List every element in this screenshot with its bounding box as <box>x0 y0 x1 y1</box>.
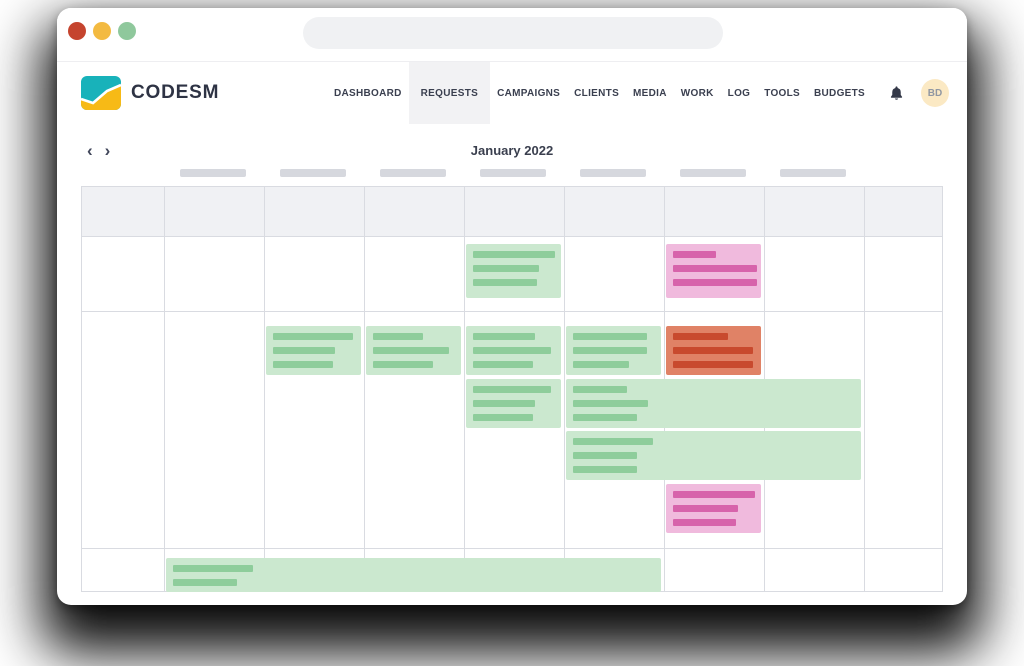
event-text-placeholder <box>573 452 637 459</box>
event-text-placeholder <box>173 565 253 572</box>
calendar-event-pink[interactable] <box>666 244 761 298</box>
event-text-placeholder <box>273 361 333 368</box>
calendar-event-pink[interactable] <box>666 484 761 533</box>
day-header-placeholder <box>580 169 646 177</box>
main-nav: DASHBOARD REQUESTS CAMPAIGNS CLIENTS MEDIA WO… <box>327 62 872 124</box>
grid-line <box>464 187 465 591</box>
day-header-placeholder <box>180 169 246 177</box>
nav-item-clients[interactable]: CLIENTS <box>574 87 620 99</box>
logo-icon <box>81 76 121 110</box>
event-text-placeholder <box>273 333 353 340</box>
day-header-placeholder <box>480 169 546 177</box>
month-toolbar: January 2022 ‹ › <box>57 132 967 168</box>
grid-line <box>364 187 365 591</box>
nav-item-campaigns[interactable]: CAMPAIGNS <box>497 87 561 99</box>
logo-link[interactable]: CODESM <box>57 62 219 124</box>
event-text-placeholder <box>673 333 728 340</box>
event-text-placeholder <box>373 333 423 340</box>
header-right: DASHBOARD REQUESTS CAMPAIGNS CLIENTS MEDIA WO… <box>327 62 967 124</box>
event-text-placeholder <box>473 333 535 340</box>
calendar-event-green[interactable] <box>166 558 661 592</box>
event-text-placeholder <box>173 579 237 586</box>
traffic-lights <box>68 22 136 40</box>
calendar-event-green[interactable] <box>466 326 561 375</box>
calendar-event-green[interactable] <box>366 326 461 375</box>
event-text-placeholder <box>573 347 647 354</box>
event-text-placeholder <box>673 279 757 286</box>
event-text-placeholder <box>573 438 653 445</box>
minimize-window-button[interactable] <box>93 22 111 40</box>
event-text-placeholder <box>573 333 647 340</box>
grid-line <box>82 236 942 237</box>
event-text-placeholder <box>473 279 537 286</box>
event-text-placeholder <box>473 400 535 407</box>
event-text-placeholder <box>373 361 433 368</box>
day-header-placeholder <box>780 169 846 177</box>
event-text-placeholder <box>673 347 753 354</box>
calendar-event-green[interactable] <box>266 326 361 375</box>
event-text-placeholder <box>673 265 757 272</box>
event-text-placeholder <box>373 347 449 354</box>
event-text-placeholder <box>473 265 539 272</box>
event-text-placeholder <box>473 347 551 354</box>
day-header-placeholder <box>680 169 746 177</box>
event-text-placeholder <box>473 414 533 421</box>
calendar-event-red[interactable] <box>666 326 761 375</box>
day-header-placeholder <box>380 169 446 177</box>
avatar[interactable]: BD <box>921 79 949 107</box>
day-header-placeholder <box>280 169 346 177</box>
url-bar[interactable] <box>303 17 723 49</box>
nav-item-dashboard[interactable]: DASHBOARD <box>333 87 402 99</box>
calendar-grid <box>81 186 943 592</box>
nav-item-work[interactable]: WORK <box>680 87 714 99</box>
calendar-event-green[interactable] <box>566 326 661 375</box>
event-text-placeholder <box>473 386 551 393</box>
month-title: January 2022 <box>470 142 554 158</box>
logo-text: CODESM <box>131 82 220 103</box>
nav-item-budgets[interactable]: BUDGETS <box>814 87 865 99</box>
day-header-row <box>81 164 943 180</box>
event-text-placeholder <box>573 414 637 421</box>
maximize-window-button[interactable] <box>118 22 136 40</box>
grid-line <box>82 548 942 549</box>
event-text-placeholder <box>573 386 627 393</box>
close-window-button[interactable] <box>68 22 86 40</box>
nav-item-requests[interactable]: REQUESTS <box>408 62 491 124</box>
grid-line <box>264 187 265 591</box>
nav-item-tools[interactable]: TOOLS <box>764 87 800 99</box>
grid-line <box>564 187 565 591</box>
event-text-placeholder <box>473 251 555 258</box>
grid-line <box>164 187 165 591</box>
bell-icon <box>888 85 905 102</box>
browser-chrome <box>57 8 967 62</box>
grid-line <box>864 187 865 591</box>
nav-item-media[interactable]: MEDIA <box>633 87 667 99</box>
event-text-placeholder <box>573 361 629 368</box>
event-text-placeholder <box>273 347 335 354</box>
event-text-placeholder <box>573 466 637 473</box>
calendar-event-green[interactable] <box>566 431 861 480</box>
prev-month-button[interactable]: ‹ <box>81 142 99 159</box>
event-text-placeholder <box>673 251 716 258</box>
app-header: CODESM DASHBOARD REQUESTS CAMPAIGNS CLIENTS… <box>57 62 967 124</box>
next-month-button[interactable]: › <box>99 142 117 159</box>
event-text-placeholder <box>673 491 755 498</box>
event-text-placeholder <box>573 400 648 407</box>
grid-line <box>82 311 942 312</box>
event-text-placeholder <box>673 361 753 368</box>
calendar-event-green[interactable] <box>466 244 561 298</box>
calendar-event-green[interactable] <box>466 379 561 428</box>
grid-header-row <box>82 187 942 236</box>
nav-item-log[interactable]: LOG <box>727 87 751 99</box>
event-text-placeholder <box>673 505 738 512</box>
event-text-placeholder <box>673 519 736 526</box>
event-text-placeholder <box>473 361 533 368</box>
browser-window: CODESM DASHBOARD REQUESTS CAMPAIGNS CLIENTS… <box>57 8 967 605</box>
notifications-button[interactable] <box>888 62 905 124</box>
calendar-event-green[interactable] <box>566 379 861 428</box>
